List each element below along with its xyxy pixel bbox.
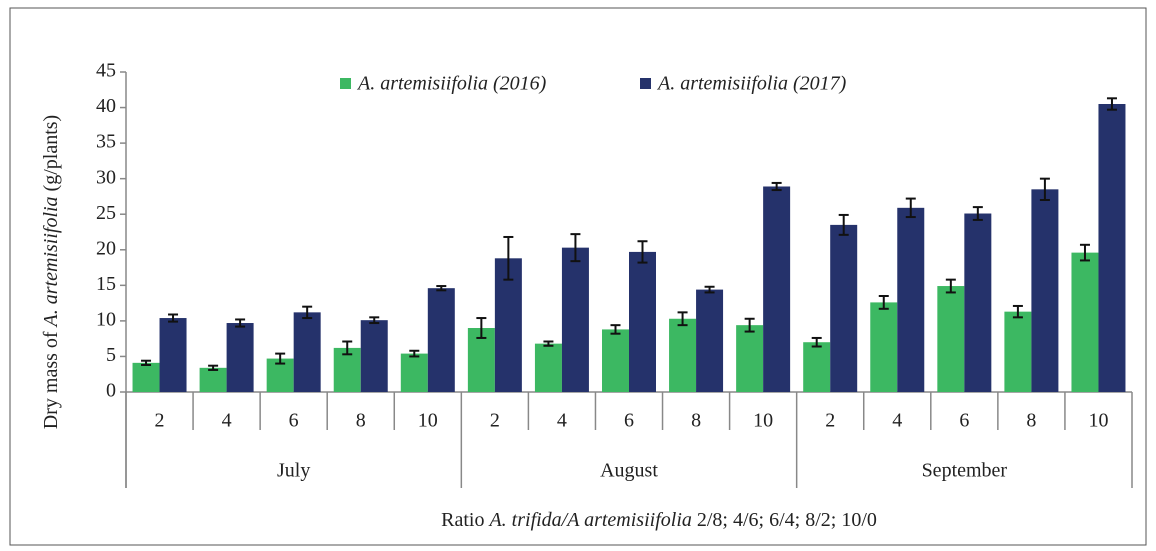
group-label: July xyxy=(277,460,310,482)
legend-label: A. artemisiifolia (2016) xyxy=(356,73,547,95)
error-bar xyxy=(945,278,956,294)
error-bar xyxy=(610,324,621,335)
error-bar xyxy=(905,197,916,219)
x-tick-label: 4 xyxy=(222,410,232,432)
bar xyxy=(132,362,160,392)
error-bar xyxy=(342,340,353,356)
bar xyxy=(629,251,656,392)
x-tick-label: 10 xyxy=(753,410,773,432)
y-axis-title-part: Dry mass of xyxy=(40,326,62,429)
y-tick-label: 45 xyxy=(96,60,116,82)
error-bar xyxy=(771,181,782,192)
error-bar xyxy=(744,317,755,333)
y-axis-title-part: A. artemisiifolia xyxy=(40,196,62,328)
bar xyxy=(830,224,858,392)
bar xyxy=(534,343,562,392)
bar xyxy=(736,325,764,392)
y-tick-label: 0 xyxy=(106,380,116,402)
error-bar xyxy=(1079,243,1090,262)
bar xyxy=(763,186,791,392)
x-tick-label: 10 xyxy=(418,410,438,432)
bar xyxy=(199,367,227,392)
error-bar xyxy=(704,285,715,294)
y-tick-label: 40 xyxy=(96,95,116,117)
bar xyxy=(561,247,589,392)
bar xyxy=(400,353,428,392)
error-bar xyxy=(878,295,889,310)
y-axis-title: Dry mass of A. artemisiifolia (g/plants) xyxy=(40,115,62,429)
x-tick-label: 2 xyxy=(825,410,835,432)
bar xyxy=(870,302,898,392)
bar xyxy=(1098,104,1126,392)
legend-swatch xyxy=(640,78,651,89)
x-tick-label: 8 xyxy=(691,410,701,432)
error-bar xyxy=(1012,304,1023,319)
error-bar xyxy=(637,240,648,264)
error-bar xyxy=(275,352,286,365)
y-tick-label: 25 xyxy=(96,202,116,224)
bar xyxy=(159,318,187,392)
error-bar xyxy=(503,235,514,281)
bar xyxy=(602,329,629,392)
error-bar xyxy=(543,340,554,347)
error-bar xyxy=(811,336,822,348)
bar xyxy=(1004,311,1032,392)
group-label: September xyxy=(922,460,1008,482)
x-tick-label: 2 xyxy=(155,410,165,432)
x-tick-label: 4 xyxy=(557,410,567,432)
x-axis-title-part: 2/8; 4/6; 6/4; 8/2; 10/0 xyxy=(692,509,877,531)
bar xyxy=(696,289,724,392)
y-tick-label: 5 xyxy=(106,344,116,366)
x-tick-label: 8 xyxy=(356,410,366,432)
bar xyxy=(1031,189,1059,392)
y-tick-label: 35 xyxy=(96,131,116,153)
legend-swatch xyxy=(340,78,351,89)
x-tick-label: 2 xyxy=(490,410,500,432)
x-tick-label: 6 xyxy=(624,410,634,432)
group-label: August xyxy=(600,460,658,482)
error-bar xyxy=(476,317,487,339)
x-tick-label: 4 xyxy=(892,410,902,432)
error-bar xyxy=(1106,97,1117,111)
x-axis-title-part: A. trifida/A artemisiifolia xyxy=(487,509,691,531)
x-tick-label: 6 xyxy=(289,410,299,432)
y-axis-title-part: (g/plants) xyxy=(40,115,62,197)
bar xyxy=(360,320,388,392)
error-bar xyxy=(168,313,179,323)
x-axis-title-part: Ratio xyxy=(441,509,489,531)
error-bar xyxy=(1039,177,1050,201)
error-bar xyxy=(409,349,420,358)
x-tick-label: 6 xyxy=(959,410,969,432)
x-tick-label: 10 xyxy=(1088,410,1108,432)
bar xyxy=(427,288,455,392)
bar xyxy=(226,323,254,392)
x-tick-label: 8 xyxy=(1026,410,1036,432)
error-bar xyxy=(972,206,983,221)
error-bar xyxy=(141,359,152,366)
error-bar xyxy=(677,311,688,327)
y-tick-label: 20 xyxy=(96,237,116,259)
error-bar xyxy=(302,305,313,320)
error-bar xyxy=(838,213,849,236)
error-bar xyxy=(570,233,581,263)
x-axis-title: Ratio A. trifida/A artemisiifolia 2/8; 4… xyxy=(441,509,877,531)
bar xyxy=(293,312,321,392)
error-bar xyxy=(208,364,219,371)
bar xyxy=(897,207,925,392)
legend-label: A. artemisiifolia (2017) xyxy=(656,73,847,95)
error-bar xyxy=(436,285,447,292)
bar xyxy=(937,286,965,392)
bar xyxy=(669,318,697,392)
y-tick-label: 10 xyxy=(96,308,116,330)
error-bar xyxy=(235,318,246,328)
bar xyxy=(803,342,831,392)
y-tick-label: 30 xyxy=(96,166,116,188)
bar xyxy=(964,213,992,392)
frame xyxy=(9,7,1147,546)
error-bar xyxy=(369,316,380,325)
bar xyxy=(1071,252,1099,392)
y-tick-label: 15 xyxy=(96,273,116,295)
